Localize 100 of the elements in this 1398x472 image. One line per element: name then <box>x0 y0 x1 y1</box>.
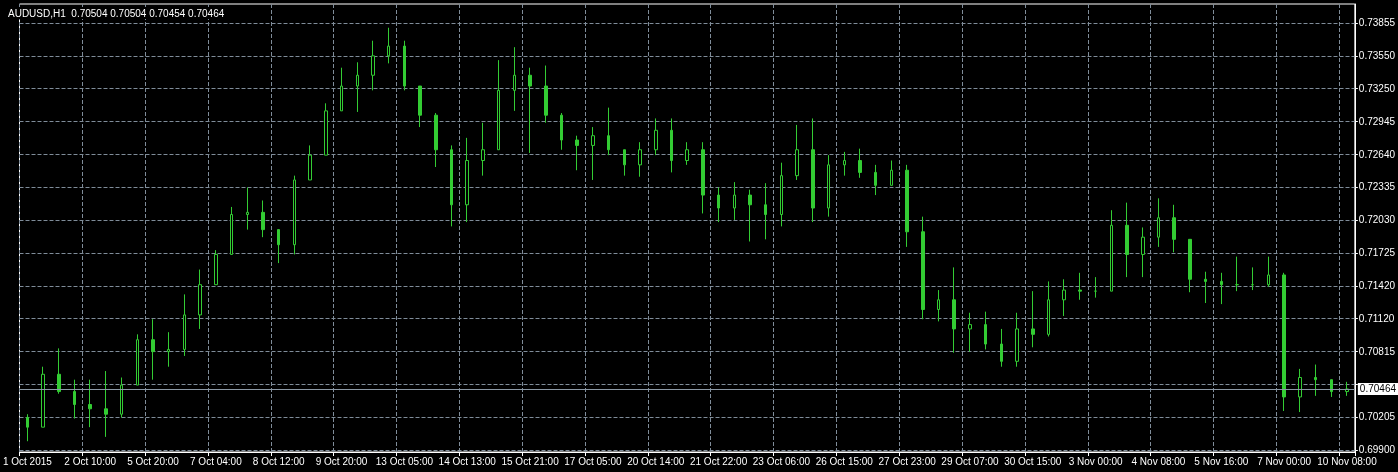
x-tick-label: 1 Oct 2015 <box>2 455 53 467</box>
candlestick <box>717 187 720 223</box>
y-tick-label: 0.71120 <box>1358 312 1395 324</box>
candlestick <box>575 135 579 171</box>
candlestick <box>308 144 312 181</box>
candlestick <box>183 293 186 357</box>
candlestick <box>1000 328 1003 368</box>
candlestick <box>371 40 375 91</box>
candlestick <box>57 347 61 395</box>
candlestick <box>795 124 799 181</box>
candlestick <box>544 65 548 124</box>
x-tick-label: 17 Oct 05:00 <box>564 455 622 467</box>
chart-title: AUDUSD,H1 0.70504 0.70504 0.70454 0.70464 <box>8 7 225 19</box>
candlestick <box>26 413 29 442</box>
candlestick <box>1125 202 1129 278</box>
candlestick <box>73 379 76 420</box>
x-tick-label: 10 Nov 08:00 <box>1317 455 1378 467</box>
candlestick <box>952 266 956 354</box>
candlestick <box>701 141 705 214</box>
candlestick <box>434 112 438 168</box>
candlestick <box>1282 272 1286 412</box>
candlestick <box>293 175 296 255</box>
x-tick-label: 13 Oct 05:00 <box>375 455 434 467</box>
x-tick-label: 5 Nov 16:00 <box>1194 455 1249 467</box>
candlestick <box>41 366 45 428</box>
candlestick <box>497 59 500 151</box>
candlestick <box>1251 266 1254 291</box>
candlestick <box>811 117 815 223</box>
candlestick <box>1141 226 1145 278</box>
candlestick <box>921 216 925 320</box>
candlestick <box>1094 276 1097 299</box>
y-tick-label: 0.70815 <box>1358 345 1396 357</box>
candlestick <box>1314 364 1317 397</box>
candlestick <box>356 61 359 113</box>
x-tick-label: 8 Oct 12:00 <box>252 455 305 467</box>
candlestick <box>623 149 626 177</box>
candlestick <box>764 182 767 240</box>
candlestick <box>607 107 610 156</box>
candlestick <box>733 181 736 221</box>
candlestick <box>528 67 532 154</box>
x-tick-label: 7 Nov 00:00 <box>1257 455 1312 467</box>
y-tick-label: 0.70205 <box>1358 411 1396 423</box>
candlestick <box>120 377 123 418</box>
x-tick-label: 7 Oct 04:00 <box>190 455 243 467</box>
candlestick <box>167 331 170 368</box>
candlestick <box>1330 379 1333 398</box>
candlestick <box>1298 368 1302 413</box>
candlestick <box>670 117 673 173</box>
candlestick <box>858 148 862 179</box>
y-tick-label: 0.73550 <box>1358 50 1396 62</box>
candlestick <box>1031 290 1035 348</box>
candlestick <box>843 151 846 177</box>
candlestick <box>591 126 595 181</box>
y-tick-label: 0.71420 <box>1358 280 1396 292</box>
candlestick <box>748 189 752 242</box>
candlestick <box>403 40 406 91</box>
y-tick-label: 0.71725 <box>1358 247 1396 259</box>
candlestick <box>261 199 265 238</box>
x-tick-label: 3 Nov 00:00 <box>1068 455 1124 467</box>
x-tick-label: 29 Oct 07:00 <box>941 455 1000 467</box>
x-tick-label: 14 Oct 13:00 <box>438 455 497 467</box>
candlestick <box>1188 238 1192 293</box>
candlestick <box>418 85 422 128</box>
y-tick-label: 0.72945 <box>1358 115 1396 127</box>
x-tick-label: 27 Oct 23:00 <box>878 455 937 467</box>
candlestick <box>968 312 972 353</box>
y-tick-label: 0.69900 <box>1358 444 1396 456</box>
x-tick-label: 4 Nov 08:00 <box>1131 455 1186 467</box>
candlestick <box>874 164 877 196</box>
candlestick <box>465 137 469 223</box>
candlestick <box>450 144 453 227</box>
candlestick <box>1078 272 1082 301</box>
x-tick-label: 2 Oct 10:00 <box>64 455 117 467</box>
candlestick <box>1235 256 1239 292</box>
candlestick <box>1172 204 1176 253</box>
candlestick <box>827 154 830 218</box>
candlestick <box>1110 209 1113 292</box>
y-tick-label: 0.72640 <box>1358 148 1396 160</box>
candlestick <box>780 162 783 227</box>
y-tick-label: 0.72030 <box>1358 214 1396 226</box>
candlestick <box>685 141 689 166</box>
candlestick <box>1157 197 1160 248</box>
x-tick-label: 30 Oct 15:00 <box>1004 455 1062 467</box>
candlestick <box>1015 312 1019 368</box>
candlestick <box>277 229 280 264</box>
candlestick <box>513 46 516 112</box>
candlestick <box>890 160 893 186</box>
candlestick <box>1267 256 1270 288</box>
x-tick-label: 9 Oct 20:00 <box>315 455 368 467</box>
candlestick <box>1062 278 1066 317</box>
candlestick <box>937 289 940 322</box>
x-tick-label: 26 Oct 15:00 <box>815 455 874 467</box>
candlestick <box>88 379 92 428</box>
candlestick <box>654 117 658 156</box>
candlestick <box>151 318 155 381</box>
x-tick-label: 23 Oct 06:00 <box>752 455 811 467</box>
candlestick <box>1220 272 1223 305</box>
candlestick <box>230 206 233 255</box>
candlestick <box>984 311 987 350</box>
candlestick <box>638 141 642 178</box>
